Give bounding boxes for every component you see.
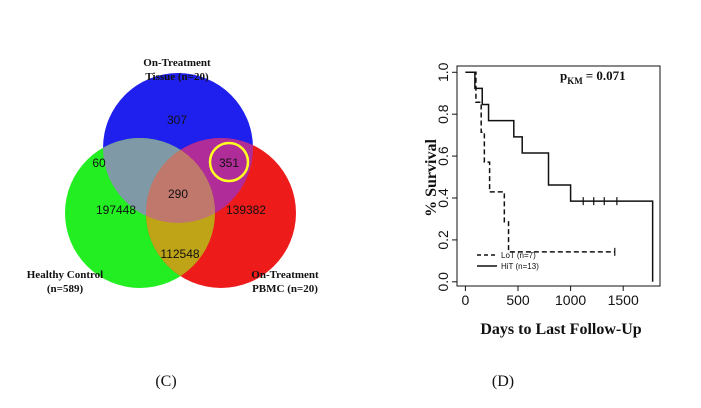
set-label-healthy-line2: (n=589) — [47, 283, 84, 295]
set-label-pbmc-line1: On-Treatment — [251, 269, 319, 281]
set-label-tissue-line2: Tissue (n=20) — [145, 71, 209, 83]
set-label-tissue-line1: On-Treatment — [143, 57, 211, 69]
highlight-circle — [208, 141, 250, 183]
region-healthy-only: 197448 — [96, 203, 136, 217]
region-pbmc-only: 139382 — [226, 203, 266, 217]
y-tick-label: 0.6 — [435, 146, 451, 166]
km-line-hit — [465, 71, 654, 282]
pkm-value: = 0.071 — [586, 68, 626, 83]
venn-region-all-three — [146, 138, 215, 223]
region-all-three: 290 — [168, 187, 188, 201]
x-tick-label: 1500 — [608, 292, 639, 308]
km-axis-ticks: 0 500 1000 1500 0.0 0.2 0.4 0.6 0.8 1.0 — [435, 62, 661, 308]
set-label-pbmc-line2: PBMC (n=20) — [252, 283, 318, 295]
panel-label-d: (D) — [492, 373, 514, 390]
region-tissue-healthy: 60 — [92, 156, 106, 170]
region-tissue-only: 307 — [167, 113, 187, 127]
y-axis-label: % Survival — [423, 139, 440, 217]
km-plot: 0 500 1000 1500 0.0 0.2 0.4 0.6 0.8 1.0 — [435, 62, 661, 308]
pkm-sub: KM — [567, 76, 583, 86]
km-censor-marks — [582, 197, 618, 256]
x-tick-label: 500 — [506, 292, 530, 308]
y-tick-label: 0.8 — [435, 104, 451, 124]
region-healthy-pbmc: 112548 — [160, 247, 199, 261]
venn-diagram: 307 60 351 290 197448 139382 112548 On-T… — [27, 57, 319, 295]
legend-label-hit: HiT (n=13) — [501, 262, 539, 271]
km-series-lines — [465, 71, 654, 282]
region-tissue-pbmc: 351 — [219, 156, 239, 170]
x-axis-label: Days to Last Follow-Up — [480, 321, 641, 338]
set-label-healthy-line1: Healthy Control — [27, 269, 104, 281]
x-tick-label: 1000 — [555, 292, 586, 308]
panel-label-c: (C) — [155, 373, 176, 390]
x-tick-label: 0 — [462, 292, 470, 308]
y-tick-label: 0.2 — [435, 230, 451, 250]
y-tick-label: 0.0 — [435, 272, 451, 292]
km-line-lot — [465, 71, 615, 253]
y-tick-label: 1.0 — [435, 62, 451, 82]
pkm-p: p — [560, 68, 567, 83]
svg-text:pKM= 0.071: pKM = 0.071 — [560, 68, 626, 86]
plot-frame — [456, 65, 661, 287]
pkm-annotation: pKM = 0.071 — [560, 68, 626, 86]
legend-label-lot: LoT (n=7) — [501, 251, 536, 260]
km-legend: LoT (n=7) HiT (n=13) — [477, 251, 539, 271]
y-tick-label: 0.4 — [435, 188, 451, 208]
